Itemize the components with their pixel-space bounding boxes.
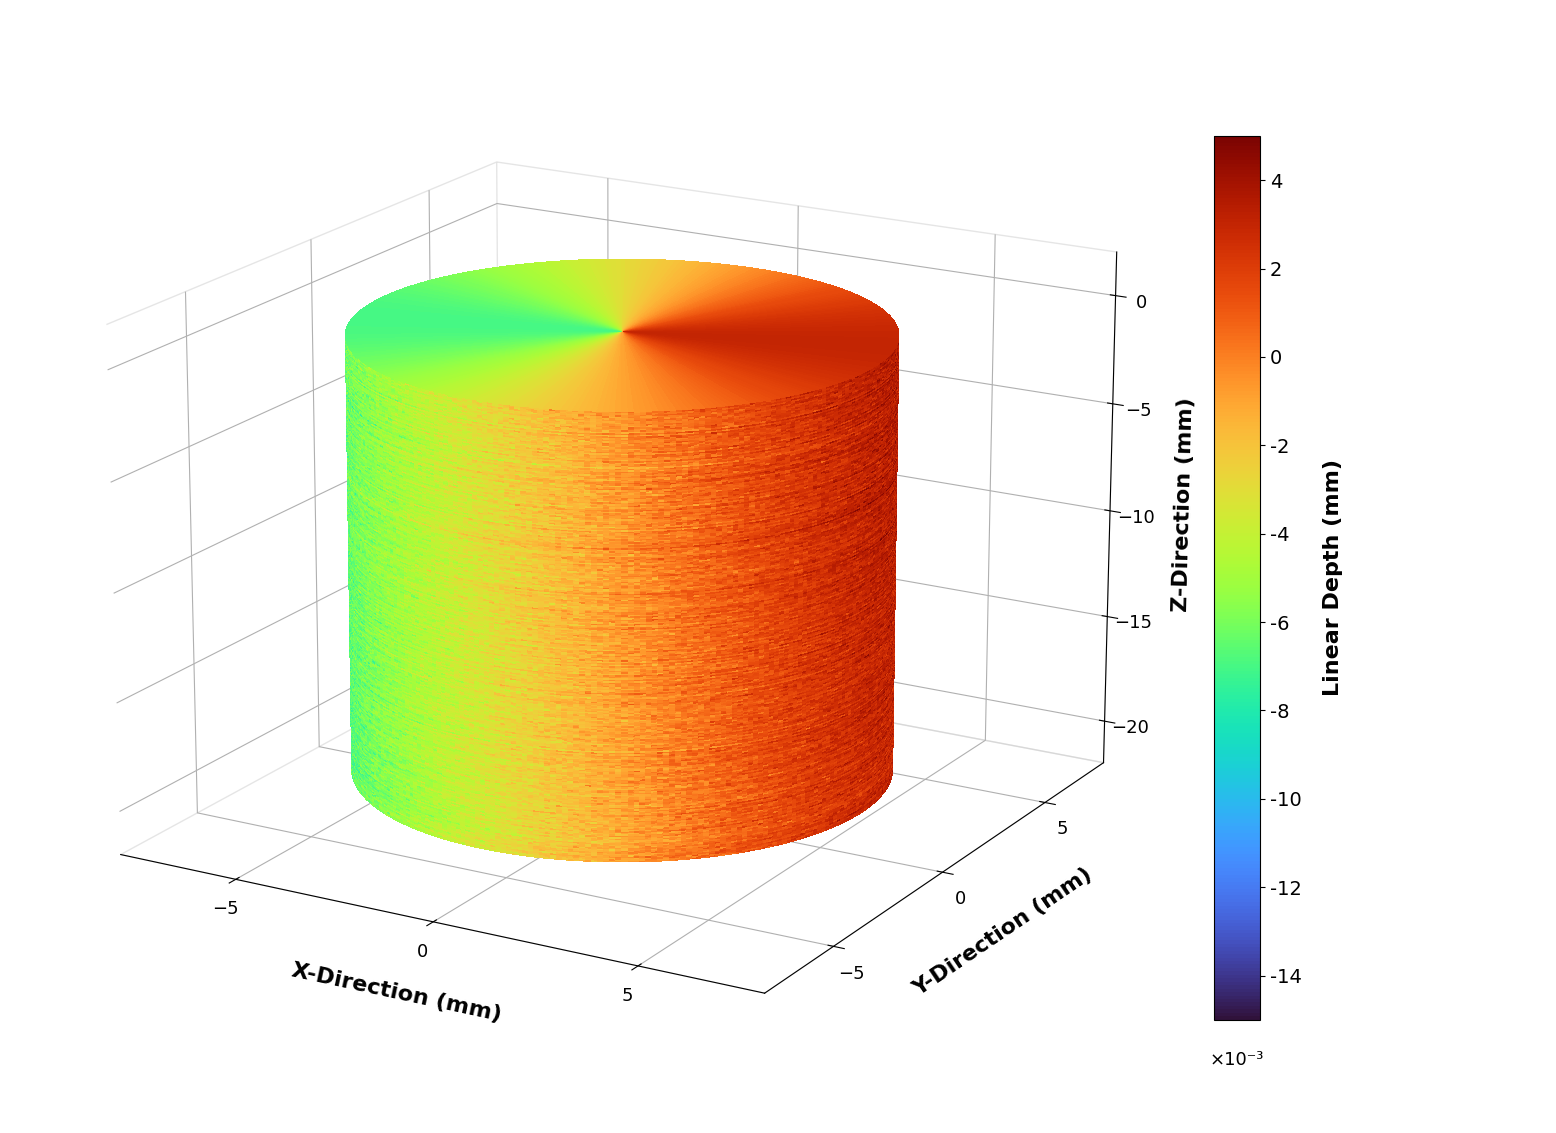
Y-axis label: Linear Depth (mm): Linear Depth (mm)	[1323, 459, 1343, 697]
X-axis label: X-Direction (mm): X-Direction (mm)	[291, 961, 504, 1025]
Text: ×10⁻³: ×10⁻³	[1211, 1050, 1263, 1068]
Y-axis label: Y-Direction (mm): Y-Direction (mm)	[909, 864, 1095, 1000]
